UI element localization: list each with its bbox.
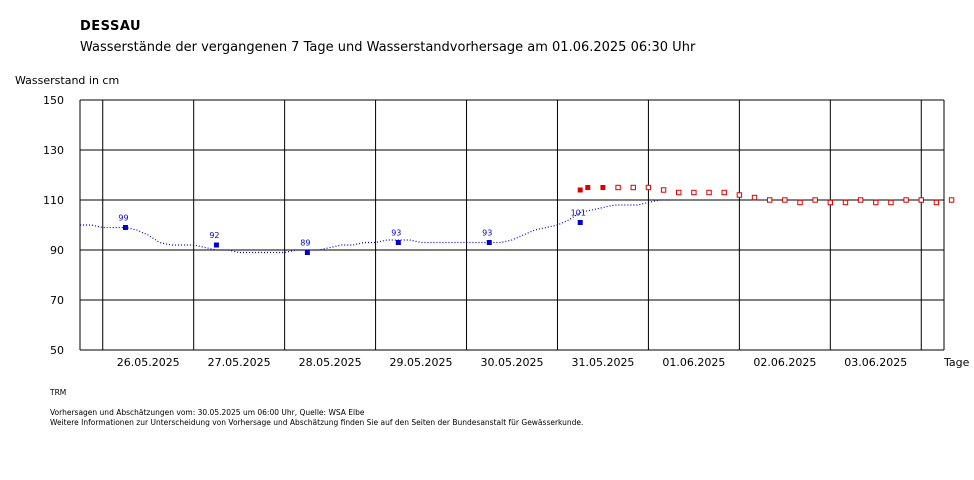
footer-source-note: Vorhersagen und Abschätzungen vom: 30.05… [50,408,365,417]
chart-grid [79,99,945,351]
measured-value-label: 99 [118,214,128,223]
y-tick-label: 70 [50,294,64,307]
forecast-marker-filled [600,185,606,190]
forecast-marker-open [721,189,727,196]
measured-value-label: 93 [391,229,401,238]
y-tick-label: 90 [50,244,64,257]
x-tick-label: 31.05.2025 [571,356,634,369]
forecast-marker-open [948,197,955,203]
x-axis-label: Tage [943,356,970,369]
forecast-marker-open [797,199,803,206]
forecast-marker-open [630,184,636,191]
chart-series: 99 92 89 93 93 101 [80,184,955,255]
forecast-marker-filled [577,187,583,193]
forecast-marker-open [676,189,682,196]
forecast-marker-open [812,197,818,203]
x-tick-label: 02.06.2025 [753,356,816,369]
forecast-marker-open [888,199,894,206]
footer-code: TRM [50,388,67,397]
forecast-marker-open [873,199,879,206]
forecast-marker-open [827,199,834,206]
x-tick-label: 28.05.2025 [299,356,362,369]
measured-value-label: 89 [300,239,310,248]
forecast-marker-open [918,197,924,203]
y-axis-label: Wasserstand in cm [15,74,120,87]
x-tick-label: 30.05.2025 [481,356,544,369]
footer-info-note: Weitere Informationen zur Unterscheidung… [50,418,584,427]
y-tick-labels: 50 70 90 110 130 150 [43,94,64,357]
forecast-marker-open [660,187,667,193]
measured-value-label: 101 [571,209,586,218]
forecast-marker-open [766,197,773,203]
measured-value-label: 92 [209,231,219,240]
forecast-marker-open [903,197,909,203]
measured-marker [213,242,219,248]
y-tick-label: 150 [43,94,64,107]
measured-marker [395,240,401,245]
chart-subtitle: Wasserstände der vergangenen 7 Tage und … [80,40,696,55]
measured-marker [486,240,492,245]
chart-title: DESSAU [80,19,142,34]
forecast-marker-open [857,197,864,203]
forecast-marker-open [736,192,743,198]
y-tick-label: 110 [43,194,64,207]
x-tick-label: 03.06.2025 [844,356,907,369]
measured-value-label: 93 [482,229,492,238]
forecast-marker-open [645,184,652,191]
x-tick-labels: 26.05.2025 27.05.2025 28.05.2025 29.05.2025… [117,356,908,369]
forecast-marker-filled [585,185,591,190]
x-tick-label: 26.05.2025 [117,356,180,369]
forecast-marker-open [706,189,712,196]
forecast-marker-open [933,199,940,206]
forecast-marker-open [691,189,697,196]
measured-marker [304,250,310,255]
x-tick-label: 01.06.2025 [662,356,725,369]
y-tick-label: 50 [50,344,64,357]
forecast-marker-open [751,194,758,201]
forecast-marker-open [782,197,788,203]
forecast-marker-open [615,184,621,191]
measured-marker [577,220,583,225]
measured-marker [122,225,128,230]
x-tick-label: 27.05.2025 [208,356,271,369]
measured-dotted-line [80,199,672,254]
forecast-marker-open [842,199,849,206]
y-tick-label: 130 [43,144,64,157]
x-tick-label: 29.05.2025 [390,356,453,369]
